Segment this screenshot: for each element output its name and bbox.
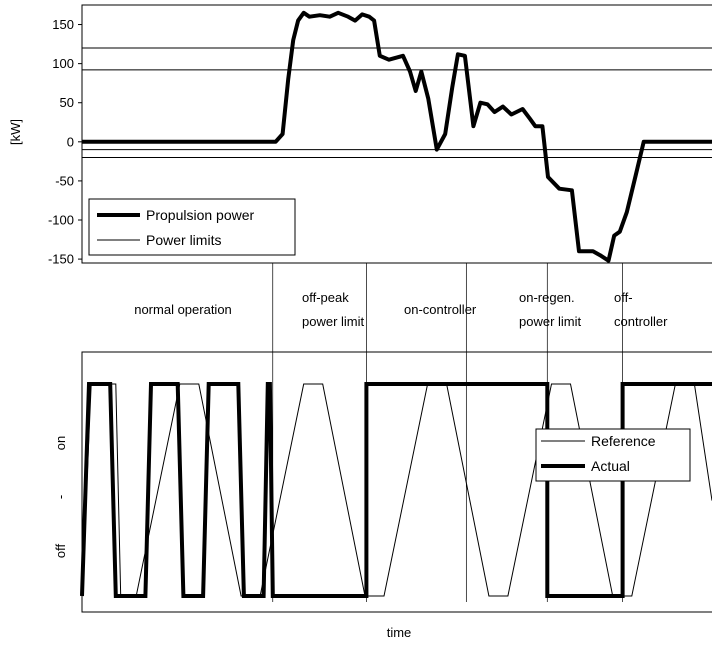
bottom-y-tick-off: off [53, 544, 68, 559]
power-limit-lines [82, 47, 712, 264]
reference-line [81, 383, 712, 597]
bottom-plot-frame [81, 351, 712, 613]
bottom-legend-box [535, 428, 691, 482]
actual-line [80, 382, 712, 598]
phase-label-off-peak-line2: power limit [302, 314, 365, 329]
legend-label-reference: Reference [591, 433, 656, 449]
top-y-axis-label: [kW] [8, 119, 23, 145]
top-y-tick-label: 150 [52, 17, 74, 32]
phase-label-normal-operation: normal operation [134, 302, 232, 317]
top-y-tick-label: 0 [67, 134, 74, 149]
top-y-tick-label: -150 [48, 252, 74, 267]
x-axis-label: time [387, 625, 412, 640]
legend-label-actual: Actual [591, 458, 630, 474]
phase-label-off-controller-line2: controller [614, 314, 668, 329]
phase-label-off-controller-line1: off- [614, 290, 633, 305]
phase-label-off-peak-line1: off-peak [302, 290, 349, 305]
top-y-ticks: 150 100 50 0 -50 -100 -150 [48, 17, 82, 267]
phase-label-on-controller: on-controller [404, 302, 477, 317]
top-legend: Propulsion power Power limits [88, 198, 296, 256]
propulsion-power-line [82, 10, 712, 263]
top-y-tick-label: 50 [60, 95, 74, 110]
top-y-tick-label: 100 [52, 56, 74, 71]
phase-labels: normal operation off-peak power limit on… [134, 290, 668, 329]
bottom-legend: Reference Actual [535, 428, 691, 482]
top-y-tick-label: -100 [48, 213, 74, 228]
bottom-y-tick-on: on [53, 436, 68, 450]
top-y-tick-label: -50 [55, 173, 74, 188]
legend-label-power-limits: Power limits [146, 232, 221, 248]
bottom-y-tick-dash: - [53, 495, 68, 499]
top-legend-box [88, 198, 296, 256]
phase-label-on-regen-line2: power limit [519, 314, 582, 329]
phase-label-on-regen-line1: on-regen. [519, 290, 575, 305]
legend-label-propulsion-power: Propulsion power [146, 207, 255, 223]
